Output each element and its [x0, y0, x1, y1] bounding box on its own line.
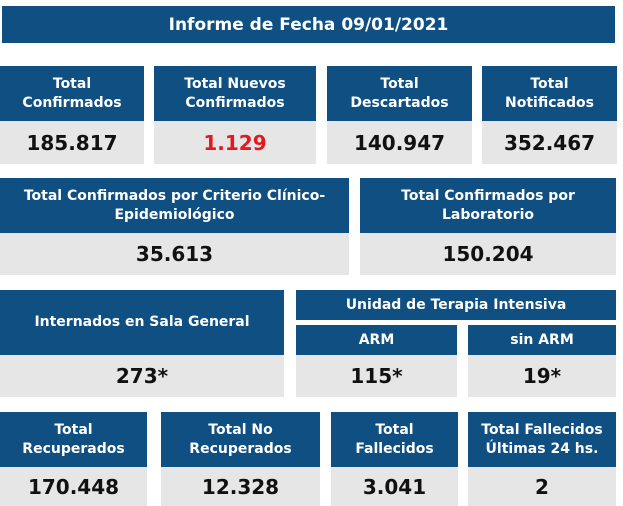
uti-label: Unidad de Terapia Intensiva — [296, 290, 616, 320]
total-no-recuperados-value: 12.328 — [161, 467, 320, 506]
confirmados-laboratorio-label: Total Confirmados por Laboratorio — [360, 178, 616, 233]
total-fallecidos-value: 3.041 — [331, 467, 458, 506]
total-descartados-label: Total Descartados — [327, 66, 472, 121]
sala-general-value: 273* — [0, 355, 284, 397]
uti-arm-label: ARM — [296, 325, 457, 355]
total-recuperados-label: Total Recuperados — [0, 412, 147, 467]
total-nuevos-confirmados-value: 1.129 — [154, 121, 316, 164]
total-notificados-value: 352.467 — [482, 121, 617, 164]
confirmados-criterio-clinico-label: Total Confirmados por Criterio Clínico- … — [0, 178, 349, 233]
fallecidos-24hs-label: Total Fallecidos Últimas 24 hs. — [468, 412, 616, 467]
total-descartados-value: 140.947 — [327, 121, 472, 164]
uti-sin-arm-label: sin ARM — [468, 325, 616, 355]
report-title: Informe de Fecha 09/01/2021 — [2, 6, 615, 43]
confirmados-criterio-clinico-value: 35.613 — [0, 233, 349, 275]
confirmados-laboratorio-value: 150.204 — [360, 233, 616, 275]
sala-general-label: Internados en Sala General — [0, 290, 284, 355]
total-confirmados-label: Total Confirmados — [0, 66, 144, 121]
total-confirmados-value: 185.817 — [0, 121, 144, 164]
total-recuperados-value: 170.448 — [0, 467, 147, 506]
uti-sin-arm-value: 19* — [468, 355, 616, 397]
total-notificados-label: Total Notificados — [482, 66, 617, 121]
total-fallecidos-label: Total Fallecidos — [331, 412, 458, 467]
uti-arm-value: 115* — [296, 355, 457, 397]
fallecidos-24hs-value: 2 — [468, 467, 616, 506]
total-no-recuperados-label: Total No Recuperados — [161, 412, 320, 467]
total-nuevos-confirmados-label: Total Nuevos Confirmados — [154, 66, 316, 121]
